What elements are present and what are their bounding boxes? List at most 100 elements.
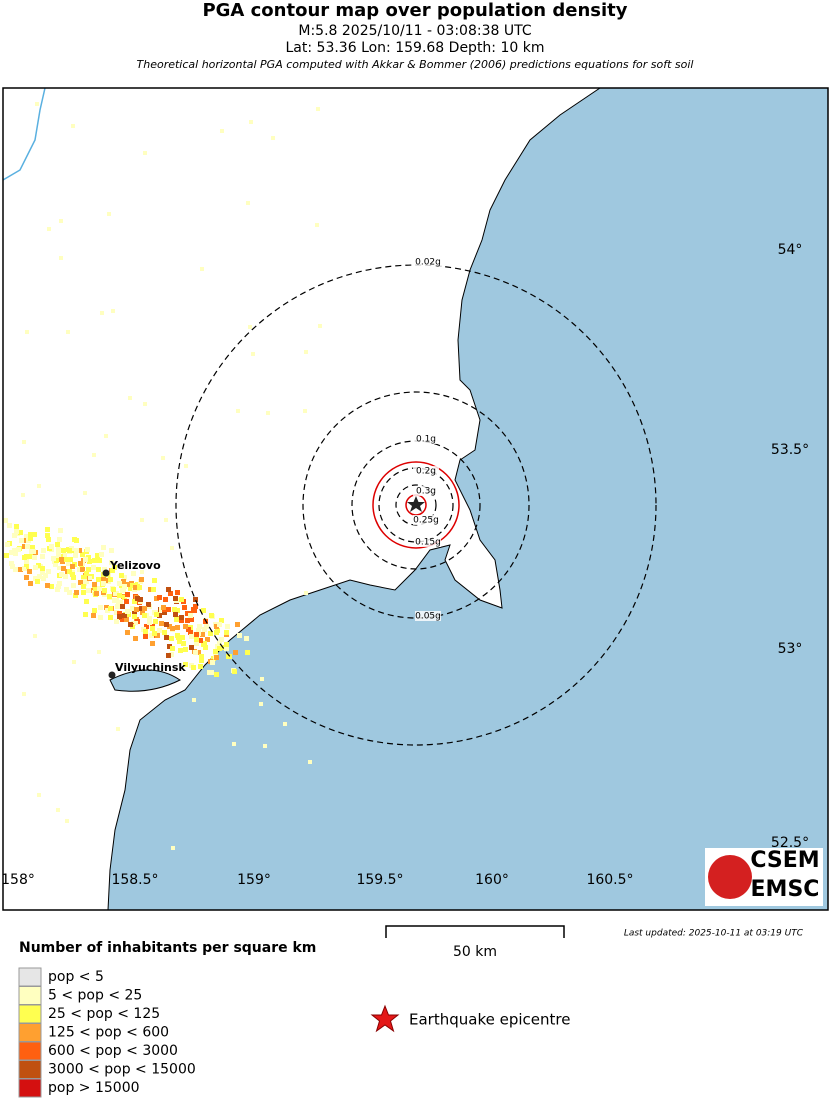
pop-cell [202, 627, 207, 632]
pop-cell [186, 627, 191, 632]
river [3, 88, 46, 181]
pop-cell [161, 605, 166, 610]
event: M:5.8 2025/10/11 - 03:08:38 UTC [298, 23, 531, 39]
pop-cell [217, 646, 222, 651]
contour-label-bg [415, 611, 441, 621]
pop-cell [91, 613, 96, 618]
contour-label-bg [413, 515, 439, 525]
contour-label: 0.15g [415, 538, 441, 548]
pop-cell [214, 672, 219, 677]
pop-cell [263, 744, 267, 748]
pop-cell [63, 574, 68, 579]
lon-label: 159.5° [356, 872, 403, 888]
pop-cell [199, 658, 204, 663]
legend-swatch [18, 1004, 42, 1024]
pop-cell [304, 591, 308, 595]
pop-cell [154, 596, 159, 601]
pop-cell [55, 542, 60, 547]
pop-cell [205, 637, 210, 642]
pop-cell [73, 553, 78, 558]
pop-cell [112, 598, 117, 603]
pop-cell [169, 636, 174, 641]
pop-cell [25, 544, 30, 549]
pop-cell [55, 587, 60, 592]
pop-cell [85, 547, 90, 552]
contour-label-bg [413, 434, 439, 444]
legend-swatch [18, 1041, 42, 1061]
pop-cell [181, 641, 186, 646]
logo-text: CSEM [750, 848, 819, 873]
pop-cell [12, 533, 17, 538]
pop-cell [151, 587, 156, 592]
pop-cell [179, 597, 184, 602]
pop-cell [22, 440, 26, 444]
pop-cell [153, 619, 158, 624]
pop-cell [40, 566, 45, 571]
pop-cell [35, 579, 40, 584]
pop-cell [83, 557, 88, 562]
pop-cell [122, 584, 127, 589]
pop-cell [27, 569, 32, 574]
legend-label: 5 < pop < 25 [48, 988, 142, 1004]
pop-cell [111, 587, 116, 592]
pop-cell [14, 529, 19, 534]
pop-cell [78, 561, 83, 566]
pop-cell [58, 528, 63, 533]
pop-cell [37, 574, 42, 579]
contour-label-bg [415, 257, 441, 267]
pop-cell [83, 491, 87, 495]
pop-cell [148, 587, 153, 592]
pop-cell [25, 330, 29, 334]
pop-cell [101, 545, 106, 550]
pop-cell [131, 571, 136, 576]
pop-cell [125, 592, 130, 597]
pop-cell [80, 567, 85, 572]
pop-cell [147, 616, 152, 621]
pop-cell [194, 641, 199, 646]
pop-cell [162, 630, 167, 635]
pop-cell [88, 576, 92, 580]
pop-cell [54, 558, 59, 563]
pop-cell [71, 575, 76, 580]
pop-cell [248, 325, 252, 329]
pop-cell [53, 562, 58, 567]
pop-cell [49, 544, 54, 549]
pop-cell [21, 493, 25, 497]
pop-cell [209, 613, 214, 618]
pop-cell [22, 692, 26, 696]
legend-swatch [18, 986, 42, 1005]
legend-label: pop > 15000 [48, 1080, 140, 1096]
pop-cell [74, 590, 79, 595]
pop-cell [3, 518, 8, 523]
pop-cell [119, 573, 124, 578]
pop-cell [193, 604, 198, 609]
pop-cell [224, 646, 229, 651]
pop-cell [126, 612, 131, 617]
pop-cell [107, 212, 111, 216]
map-area [3, 88, 828, 910]
pop-cell [19, 538, 24, 543]
pop-cell [107, 594, 112, 599]
pop-cell [142, 606, 147, 611]
map-frame [2, 87, 829, 911]
pop-cell [316, 107, 320, 111]
location: Lat: 53.36 Lon: 159.68 Depth: 10 km [286, 40, 545, 56]
pop-cell [64, 557, 69, 562]
pop-cell [164, 518, 168, 522]
pop-cell [117, 593, 122, 598]
pop-cell [30, 545, 35, 550]
city-label: Yelizovo [109, 559, 161, 572]
pop-cell [45, 583, 50, 588]
pop-cell [143, 151, 147, 155]
pop-cell [200, 267, 204, 271]
pop-cell [22, 567, 26, 571]
pop-cell [198, 638, 203, 643]
pop-cell [13, 551, 18, 556]
pop-cell [189, 634, 194, 639]
pop-cell [22, 544, 27, 549]
pop-cell [92, 582, 97, 587]
pop-cell [67, 590, 72, 595]
lat-label: 52.5° [771, 835, 809, 851]
pop-cell [150, 626, 155, 631]
